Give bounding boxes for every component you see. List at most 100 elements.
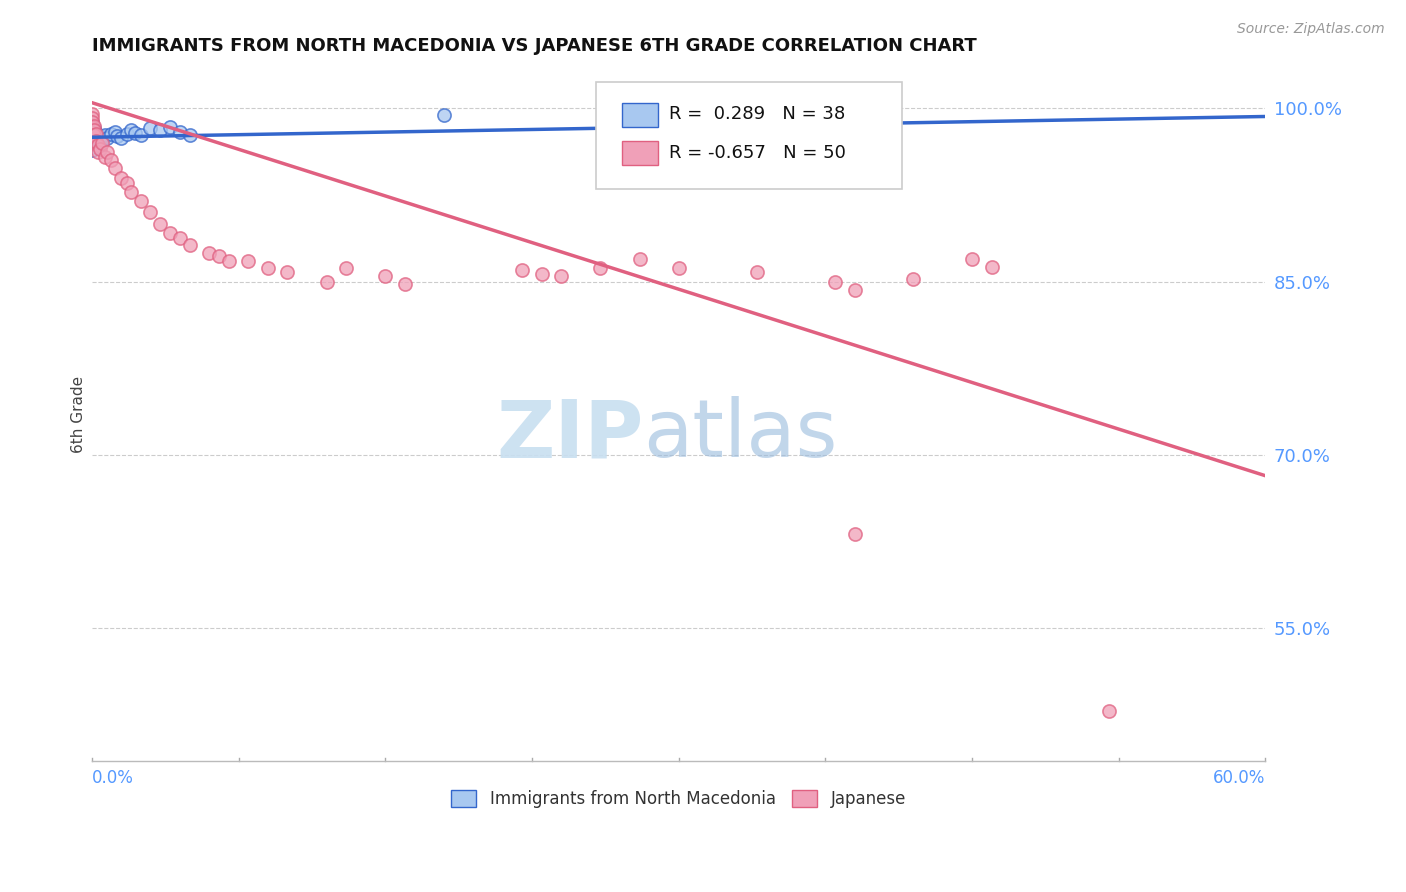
Point xyxy=(218,253,240,268)
Point xyxy=(628,252,651,266)
Text: 60.0%: 60.0% xyxy=(1213,769,1265,787)
Point xyxy=(104,161,127,176)
Text: IMMIGRANTS FROM NORTH MACEDONIA VS JAPANESE 6TH GRADE CORRELATION CHART: IMMIGRANTS FROM NORTH MACEDONIA VS JAPAN… xyxy=(91,37,977,55)
Point xyxy=(86,134,108,148)
Text: Source: ZipAtlas.com: Source: ZipAtlas.com xyxy=(1237,22,1385,37)
Point xyxy=(84,134,107,148)
Point xyxy=(276,265,298,279)
Point xyxy=(159,120,181,134)
Point xyxy=(104,124,127,138)
Point xyxy=(668,260,690,275)
Text: atlas: atlas xyxy=(644,396,838,475)
Point xyxy=(129,194,152,208)
Point xyxy=(84,129,107,144)
Point xyxy=(86,138,108,153)
Point xyxy=(120,123,142,137)
Point xyxy=(169,231,191,245)
Point xyxy=(179,237,201,252)
Point xyxy=(198,245,221,260)
Point xyxy=(80,115,103,129)
Point xyxy=(83,131,105,145)
Point xyxy=(110,170,132,185)
Point xyxy=(844,283,866,297)
Point xyxy=(89,136,111,150)
Point xyxy=(83,128,105,142)
Point xyxy=(745,265,768,279)
FancyBboxPatch shape xyxy=(596,82,901,189)
Point xyxy=(93,130,115,145)
Point xyxy=(80,120,103,134)
Point xyxy=(589,260,612,275)
Point xyxy=(179,128,201,142)
Point xyxy=(105,129,128,144)
Point xyxy=(115,127,138,141)
Point xyxy=(530,267,553,281)
Point xyxy=(80,129,103,144)
Y-axis label: 6th Grade: 6th Grade xyxy=(72,376,86,453)
Text: R =  0.289   N = 38: R = 0.289 N = 38 xyxy=(669,105,845,123)
Point xyxy=(83,121,105,136)
Point xyxy=(335,260,357,275)
Point xyxy=(86,145,108,160)
Point xyxy=(80,136,103,150)
Text: R = -0.657   N = 50: R = -0.657 N = 50 xyxy=(669,144,846,161)
Point xyxy=(80,115,103,129)
Bar xyxy=(623,103,658,127)
Point xyxy=(257,260,280,275)
Point xyxy=(115,177,138,191)
Point xyxy=(89,142,111,156)
Point xyxy=(100,127,122,141)
Point xyxy=(96,145,118,160)
Point xyxy=(550,268,572,283)
Point xyxy=(80,139,103,153)
Point xyxy=(83,123,105,137)
Point xyxy=(149,217,172,231)
Point xyxy=(374,268,396,283)
Point xyxy=(96,131,118,145)
Point xyxy=(139,205,162,219)
Point xyxy=(394,277,416,291)
Point xyxy=(100,153,122,168)
Point xyxy=(86,130,108,145)
Point xyxy=(238,253,260,268)
Point xyxy=(80,132,103,146)
Point xyxy=(149,123,172,137)
Point xyxy=(120,185,142,199)
Point xyxy=(80,122,103,136)
Point xyxy=(94,128,117,142)
Point xyxy=(90,132,112,146)
Point xyxy=(80,111,103,125)
Point xyxy=(169,124,191,138)
Point xyxy=(159,226,181,240)
Point xyxy=(139,121,162,136)
Point xyxy=(84,126,107,140)
Point xyxy=(824,275,846,289)
Point xyxy=(510,263,533,277)
Point xyxy=(84,134,107,148)
Point xyxy=(83,119,105,133)
Text: ZIP: ZIP xyxy=(496,396,644,475)
Point xyxy=(94,150,117,164)
Point xyxy=(80,119,103,133)
Point xyxy=(433,108,456,122)
Point xyxy=(90,136,112,150)
Point xyxy=(80,143,103,157)
Text: 0.0%: 0.0% xyxy=(91,769,134,787)
Point xyxy=(903,272,925,286)
Legend: Immigrants from North Macedonia, Japanese: Immigrants from North Macedonia, Japanes… xyxy=(444,784,912,815)
Point xyxy=(80,107,103,121)
Point xyxy=(110,131,132,145)
Point xyxy=(628,103,651,118)
Point xyxy=(83,128,105,142)
Point xyxy=(208,249,231,263)
Point xyxy=(315,275,337,289)
Point xyxy=(129,128,152,142)
Point xyxy=(980,260,1002,274)
Point xyxy=(960,252,983,266)
Point xyxy=(844,526,866,541)
Bar xyxy=(623,141,658,165)
Point xyxy=(83,124,105,138)
Point xyxy=(84,127,107,141)
Point xyxy=(80,126,103,140)
Point xyxy=(80,124,103,138)
